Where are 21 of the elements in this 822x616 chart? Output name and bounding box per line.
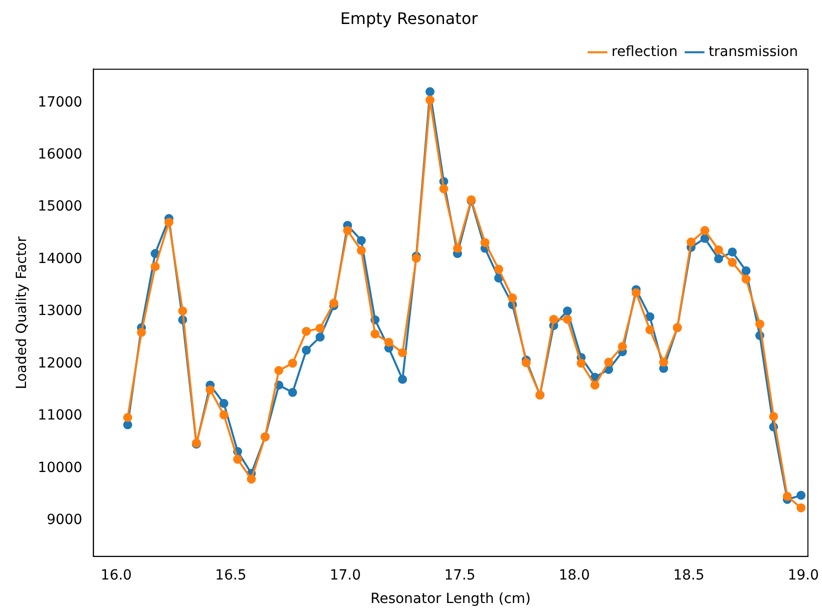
x-tick-label: 17.5 [444,567,476,584]
x-tick-label: 18.0 [558,567,590,584]
y-tick-label: 17000 [38,94,82,110]
chart-title: Empty Resonator [340,8,478,28]
y-tick-label: 14000 [38,250,82,267]
x-axis-title: Resonator Length (cm) [370,591,531,608]
y-tick-label: 13000 [38,303,82,320]
y-tick-label: 16000 [38,146,82,162]
x-tick-label: 16.5 [215,567,246,584]
y-tick-label: 10000 [38,460,82,476]
y-tick-label: 12000 [38,355,82,372]
x-tick-label: 18.5 [673,567,704,584]
legend-label: transmission [708,44,798,60]
x-tick-label: 19.0 [788,567,819,584]
y-tick-label: 9000 [46,512,82,528]
x-tick-label: 16.0 [100,567,132,584]
y-axis-title: Loaded Quality Factor [14,236,30,390]
y-tick-label: 11000 [38,408,82,424]
legend-label: reflection [612,44,678,60]
y-tick-label: 15000 [38,198,82,215]
x-tick-label: 17.0 [330,567,361,584]
